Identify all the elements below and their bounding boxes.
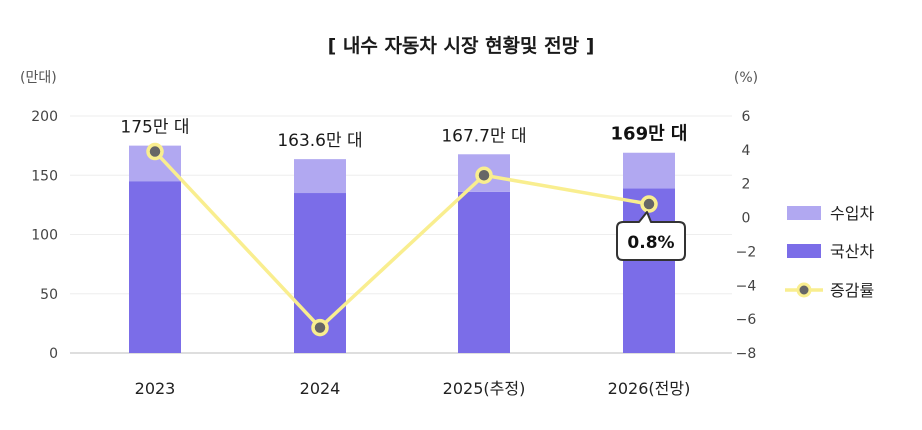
y-right-tick-4: 0	[742, 211, 751, 227]
y-left-ticks: 0 50 100 150 200	[31, 109, 58, 362]
growth-point-0	[146, 142, 164, 161]
growth-point-3	[640, 195, 658, 213]
y-left-tick-1: 50	[40, 287, 58, 303]
bar-domestic-0	[129, 181, 181, 353]
legend-swatch-import	[787, 206, 821, 220]
y-left-tick-0: 0	[49, 346, 58, 362]
callout-box	[616, 211, 686, 261]
chart-title: [ 내수 자동차 시장 현황및 전망 ]	[328, 34, 595, 57]
total-label-2: 167.7만 대	[441, 126, 526, 146]
y-left-tick-4: 200	[31, 109, 58, 125]
total-labels: 175만 대 163.6만 대 167.7만 대 169만 대	[120, 118, 687, 152]
growth-point-2	[475, 166, 493, 184]
y-right-tick-5: 2	[742, 177, 751, 193]
y-right-tick-7: 6	[742, 109, 751, 125]
growth-line	[146, 142, 658, 337]
y-right-tick-2: −4	[736, 278, 757, 294]
legend-label-import: 수입차	[830, 204, 874, 223]
y-right-tick-1: −6	[736, 312, 757, 328]
y-left-tick-2: 100	[31, 228, 58, 244]
legend-swatch-marker	[796, 282, 812, 298]
y-right-ticks: −8 −6 −4 −2 0 2 4 6	[736, 109, 757, 362]
y-left-unit: (만대)	[20, 70, 57, 86]
y-right-tick-0: −8	[736, 346, 757, 362]
bar-domestic-3	[623, 188, 675, 353]
callout-label: 0.8%	[627, 233, 674, 253]
callout: 0.8%	[616, 211, 686, 261]
bar-domestic-2	[458, 191, 510, 353]
x-category-labels: 2023 2024 2025(추정) 2026(전망)	[135, 379, 691, 398]
x-label-2: 2025(추정)	[443, 379, 526, 398]
y-right-unit: (%)	[734, 70, 758, 86]
total-label-1: 163.6만 대	[277, 131, 362, 151]
total-label-0: 175만 대	[120, 118, 189, 138]
total-label-3: 169만 대	[611, 124, 688, 145]
growth-line-path	[153, 150, 650, 330]
y-right-tick-3: −2	[736, 244, 757, 260]
x-label-0: 2023	[135, 379, 176, 398]
legend-label-domestic: 국산차	[830, 242, 874, 261]
legend-label-growth: 증감률	[830, 281, 874, 300]
legend-swatch-domestic	[787, 244, 821, 258]
y-right-tick-6: 4	[742, 143, 751, 159]
bar-import-1	[294, 159, 346, 194]
x-label-3: 2026(전망)	[608, 379, 691, 398]
bar-import-3	[623, 152, 675, 189]
growth-point-1	[311, 318, 329, 337]
y-left-tick-3: 150	[31, 168, 58, 184]
x-label-1: 2024	[300, 379, 341, 398]
